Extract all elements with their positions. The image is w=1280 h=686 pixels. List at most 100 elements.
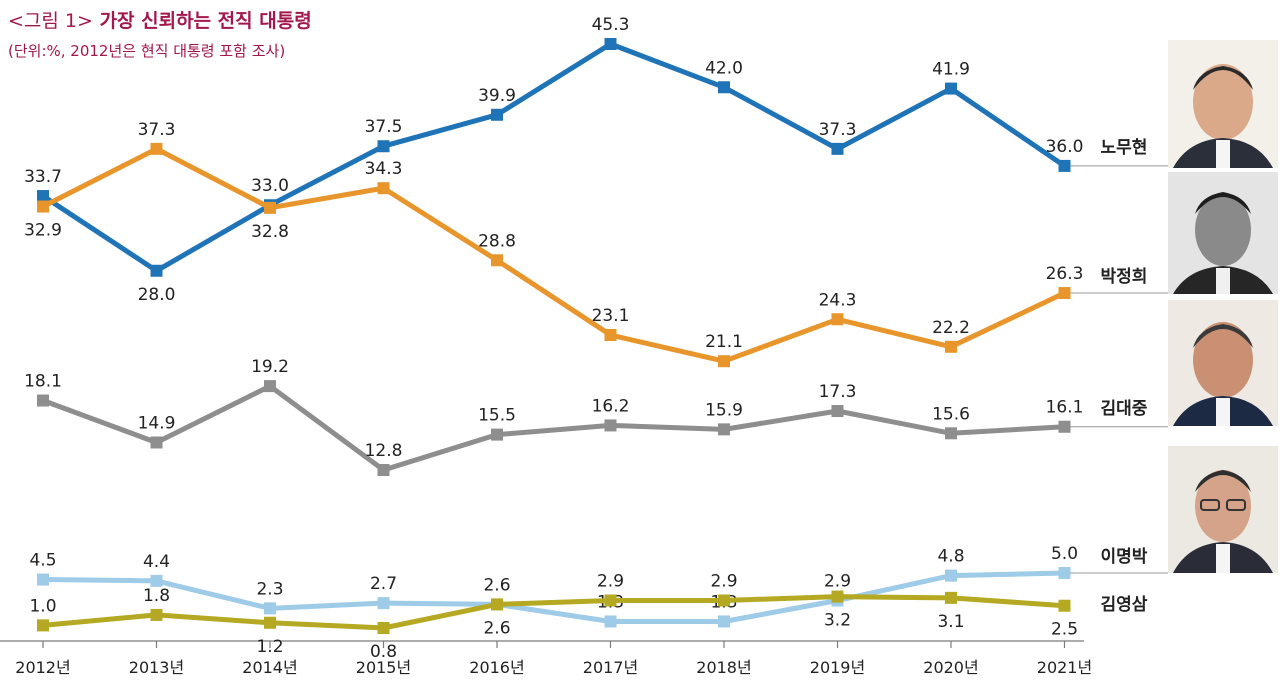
data-point (491, 598, 503, 611)
data-label: 37.3 (138, 120, 176, 140)
data-point (604, 38, 617, 50)
data-label: 21.1 (705, 332, 743, 352)
data-point (604, 328, 617, 341)
data-label: 2.3 (256, 579, 283, 599)
data-point (377, 622, 390, 634)
portrait-lee (1168, 446, 1278, 573)
data-label: 42.0 (705, 58, 743, 78)
data-point (264, 602, 276, 615)
data-point (718, 355, 730, 368)
data-label: 22.2 (932, 318, 970, 338)
data-label: 5.0 (1051, 544, 1078, 564)
data-point (37, 619, 49, 632)
chart-subtitle: (단위:%, 2012년은 현직 대통령 포함 조사) (8, 42, 286, 60)
series-line-김대중 (42, 383, 1065, 473)
data-label: 36.0 (1046, 137, 1084, 157)
data-point (718, 81, 730, 94)
data-point (491, 428, 503, 441)
data-point (377, 464, 390, 476)
data-point (1058, 420, 1071, 433)
data-point (37, 573, 49, 586)
data-point (831, 590, 844, 603)
portrait-park (1168, 172, 1278, 294)
data-label: 2.6 (483, 618, 510, 638)
data-label: 28.0 (138, 285, 176, 305)
data-label: 28.8 (478, 231, 516, 251)
data-point (150, 264, 163, 277)
data-label: 33.7 (24, 167, 62, 187)
data-label: 37.5 (365, 117, 403, 137)
data-point (264, 201, 276, 214)
data-point (377, 140, 390, 153)
data-label: 39.9 (478, 86, 516, 106)
data-point (831, 405, 844, 418)
x-tick-label: 2014년 (242, 658, 297, 677)
data-label: 26.3 (1046, 264, 1084, 284)
series-line-노무현 (41, 41, 1066, 274)
data-label: 2.6 (483, 575, 510, 595)
data-label: 33.0 (251, 176, 289, 196)
data-point (150, 574, 163, 587)
data-label: 2.5 (1051, 620, 1078, 640)
data-label: 41.9 (932, 60, 970, 80)
data-label: 2.9 (597, 572, 624, 592)
data-label: 34.3 (365, 159, 403, 179)
data-point (1058, 567, 1071, 579)
data-point (945, 340, 957, 353)
data-label: 2.9 (824, 572, 851, 592)
x-tick-label: 2013년 (129, 658, 184, 677)
data-label: 14.9 (138, 413, 176, 433)
data-point (1058, 159, 1071, 172)
data-label: 0.8 (370, 642, 397, 662)
data-label: 3.1 (937, 612, 964, 632)
data-label: 24.3 (819, 290, 857, 310)
data-label: 12.8 (365, 441, 403, 461)
x-tick-label: 2018년 (696, 658, 751, 677)
data-label: 23.1 (592, 306, 630, 326)
data-label: 37.3 (819, 120, 857, 140)
data-point (377, 597, 390, 610)
data-label: 19.2 (251, 357, 289, 377)
x-tick-label: 2016년 (469, 658, 524, 677)
data-point (718, 594, 730, 607)
series-name-label: 노무현 (1101, 138, 1148, 158)
data-label: 15.9 (705, 400, 743, 420)
data-point (945, 82, 957, 95)
data-point (1058, 287, 1071, 300)
data-label: 18.1 (24, 372, 62, 392)
data-point (718, 423, 730, 436)
data-label: 3.2 (824, 611, 851, 631)
data-point (377, 182, 390, 195)
data-label: 1.8 (143, 586, 170, 606)
chart-title: <그림 1> 가장 신뢰하는 전직 대통령 (8, 6, 312, 33)
title-text: 가장 신뢰하는 전직 대통령 (99, 10, 312, 32)
data-label: 15.5 (478, 406, 516, 426)
x-tick-label: 2021년 (1037, 658, 1092, 677)
data-point (491, 108, 503, 121)
data-point (264, 616, 276, 629)
series-line-박정희 (41, 146, 1066, 364)
series-name-label: 이명박 (1101, 547, 1148, 567)
data-label: 4.5 (29, 551, 56, 571)
data-label: 16.2 (592, 396, 630, 416)
data-point (604, 615, 617, 628)
data-point (718, 615, 730, 628)
x-tick-label: 2019년 (810, 658, 865, 677)
data-point (150, 436, 163, 449)
x-tick-label: 2015년 (356, 658, 411, 677)
data-label: 15.6 (932, 404, 970, 424)
data-point (831, 142, 844, 155)
data-point (37, 190, 49, 203)
data-label: 1.0 (29, 596, 56, 616)
data-point (37, 200, 49, 213)
series-name-label: 김영삼 (1101, 595, 1148, 615)
data-point (1058, 599, 1071, 612)
data-point (831, 313, 844, 326)
data-label: 45.3 (592, 15, 630, 35)
data-point (150, 142, 163, 155)
data-point (945, 591, 957, 604)
data-label: 1.2 (256, 637, 283, 657)
data-label: 4.4 (143, 552, 170, 572)
data-label: 4.8 (937, 547, 964, 567)
